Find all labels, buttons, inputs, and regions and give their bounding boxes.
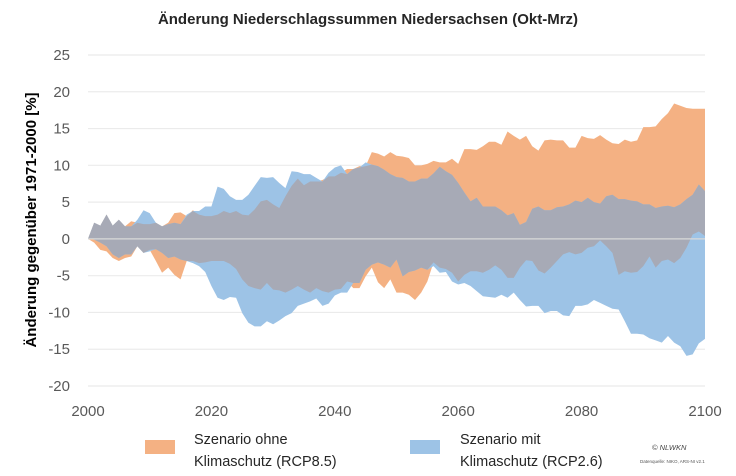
x-tick-label: 2100 bbox=[688, 403, 721, 420]
y-tick-label: 10 bbox=[53, 157, 70, 174]
x-tick-label: 2000 bbox=[71, 403, 104, 420]
legend-label-rcp85-line1: Szenario ohne bbox=[194, 432, 288, 448]
y-tick-label: 20 bbox=[53, 84, 70, 101]
chart-title: Änderung Niederschlagssummen Niedersachs… bbox=[158, 11, 578, 28]
data-source: Datenquelle: NIKO, ARS-NI v2.1 bbox=[640, 459, 705, 464]
legend-label-rcp85-line2: Klimaschutz (RCP8.5) bbox=[194, 454, 337, 470]
x-tick-label: 2020 bbox=[195, 403, 228, 420]
x-tick-label: 2060 bbox=[442, 403, 475, 420]
legend-swatch-rcp85 bbox=[145, 440, 175, 454]
y-tick-label: 5 bbox=[62, 194, 70, 211]
x-tick-label: 2040 bbox=[318, 403, 351, 420]
y-tick-label: -5 bbox=[57, 268, 70, 285]
y-tick-label: 0 bbox=[62, 231, 70, 248]
legend-label-rcp26-line1: Szenario mit bbox=[460, 432, 541, 448]
y-tick-label: -20 bbox=[48, 378, 70, 395]
y-tick-label: -15 bbox=[48, 341, 70, 358]
area-overlap bbox=[88, 164, 705, 293]
y-tick-label: 25 bbox=[53, 47, 70, 64]
y-tick-label: -10 bbox=[48, 304, 70, 321]
legend-label-rcp26-line2: Klimaschutz (RCP2.6) bbox=[460, 454, 603, 470]
copyright: © NLWKN bbox=[652, 443, 687, 452]
y-tick-label: 15 bbox=[53, 121, 70, 138]
legend: Szenario ohne Klimaschutz (RCP8.5) Szena… bbox=[145, 432, 603, 470]
legend-swatch-rcp26 bbox=[410, 440, 440, 454]
plot-areas bbox=[88, 103, 705, 356]
x-tick-label: 2080 bbox=[565, 403, 598, 420]
y-axis-label: Änderung gegenüber 1971-2000 [%] bbox=[23, 92, 40, 347]
